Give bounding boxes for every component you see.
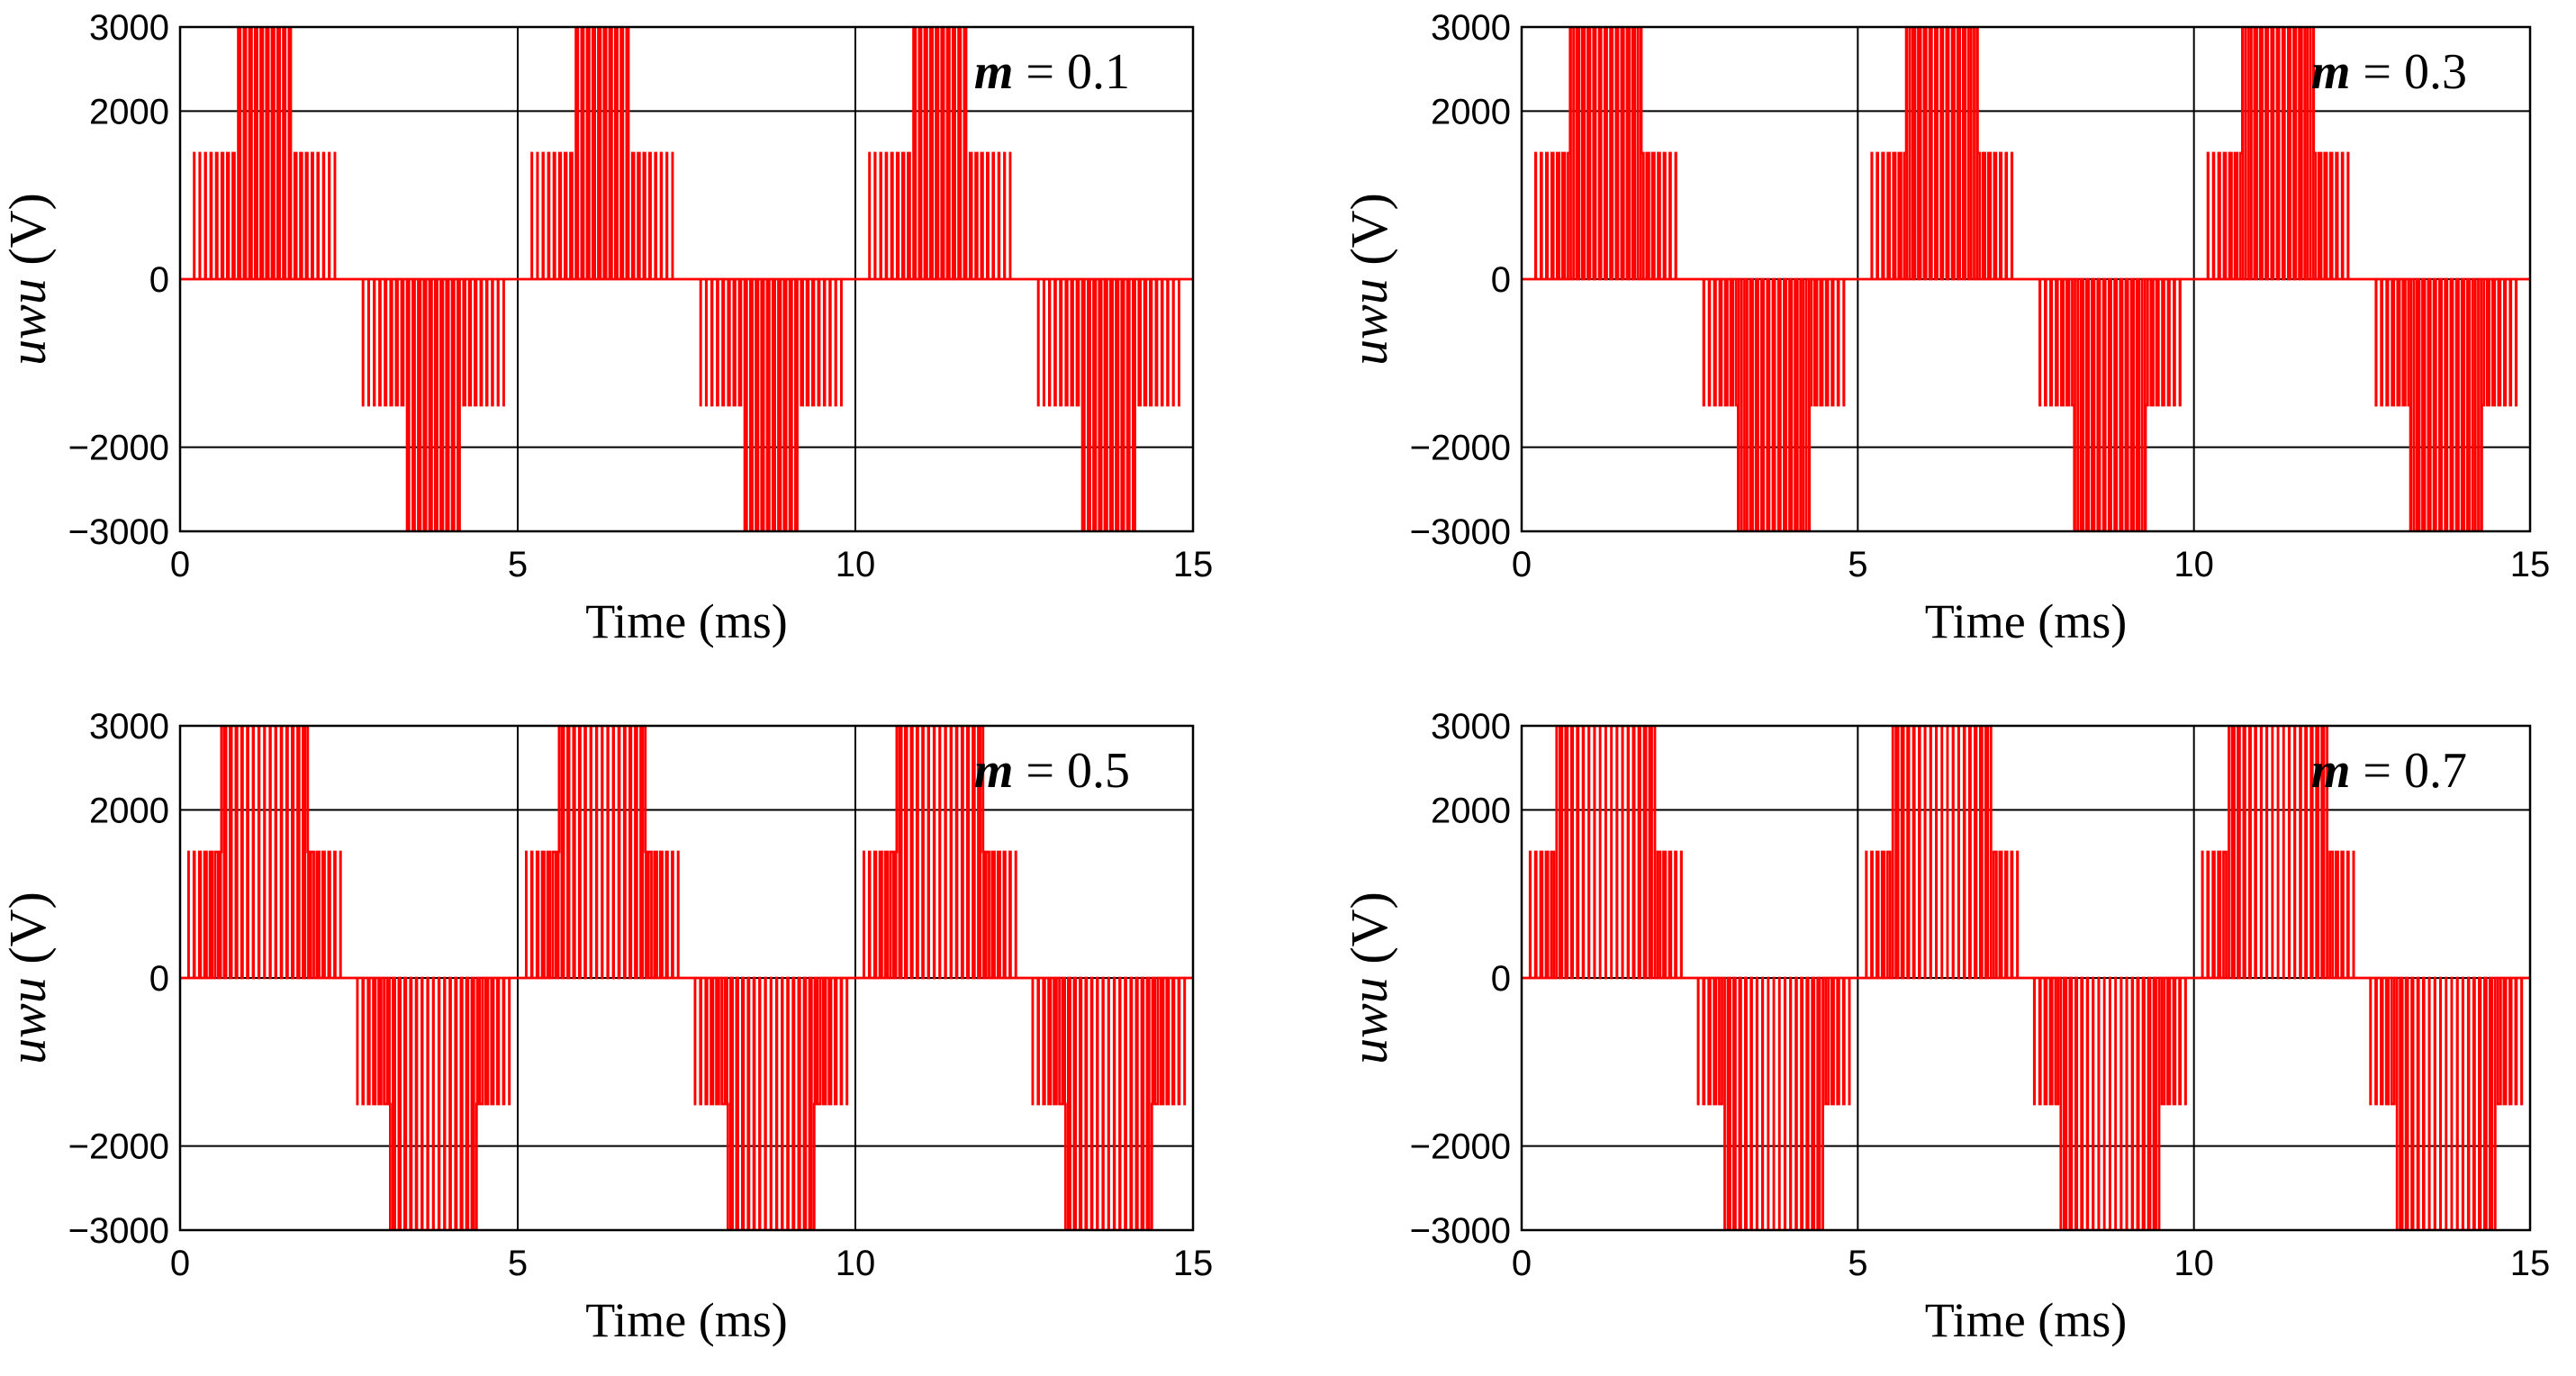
x-tick-label: 0	[1512, 1244, 1532, 1283]
y-axis-unit: (V)	[0, 892, 57, 977]
y-axis-subscript: wu	[1340, 977, 1398, 1038]
x-tick-label: 15	[1173, 1244, 1214, 1283]
y-tick-label: −3000	[1410, 512, 1511, 552]
modulation-index-annotation: m = 0.3	[2311, 44, 2467, 100]
modulation-index-annotation: m = 0.7	[2311, 743, 2467, 799]
y-axis-unit: (V)	[1340, 892, 1398, 977]
x-tick-label: 0	[170, 545, 190, 584]
x-tick-label: 5	[1848, 1244, 1867, 1283]
y-axis-subscript: wu	[1340, 278, 1398, 339]
y-tick-label: 0	[149, 959, 169, 999]
y-axis-symbol: u	[0, 339, 57, 366]
x-axis-title: Time (ms)	[1925, 594, 2128, 648]
modulation-index-annotation: m = 0.5	[974, 743, 1130, 799]
annotation-value: = 0.5	[1013, 743, 1130, 799]
y-tick-label: −2000	[68, 1127, 169, 1167]
y-tick-label: 2000	[1431, 791, 1511, 830]
series-line-uwu	[1522, 27, 2530, 531]
annotation-value: = 0.1	[1013, 44, 1130, 100]
chart-panel-top-left: −3000 −2000 0 2000 3000 0 5 10 15 Time (ms) uwu (V…	[0, 8, 1213, 648]
plot-frame	[1520, 25, 2532, 533]
annotation-value: = 0.7	[2350, 743, 2467, 799]
y-tick-label: 0	[1491, 260, 1511, 300]
x-tick-label: 5	[508, 1244, 528, 1283]
annotation-symbol: m	[974, 743, 1014, 799]
x-tick-label: 10	[836, 545, 876, 584]
chart-panel-bottom-left: −3000 −2000 0 2000 3000 0 5 10 15 Time (ms) uwu (V…	[0, 707, 1213, 1347]
y-axis-symbol: u	[1340, 339, 1398, 366]
y-tick-label: 2000	[89, 791, 169, 830]
x-axis-title: Time (ms)	[585, 1293, 788, 1347]
series-line-uwu	[1522, 726, 2530, 1230]
chart-panel-bottom-right: −3000 −2000 0 2000 3000 0 5 10 15 Time (ms) uwu (V…	[1340, 707, 2550, 1347]
x-axis-title: Time (ms)	[585, 594, 788, 648]
x-tick-label: 5	[1848, 545, 1867, 584]
y-tick-label: −3000	[68, 1211, 169, 1251]
x-tick-label: 10	[2174, 1244, 2214, 1283]
series-line-uwu	[180, 726, 1193, 1230]
y-tick-label: 0	[1491, 959, 1511, 999]
x-tick-label: 10	[2174, 545, 2214, 584]
y-tick-label: −2000	[1410, 429, 1511, 468]
y-axis-title: uwu (V)	[0, 193, 57, 366]
y-axis-unit: (V)	[1340, 193, 1398, 278]
y-tick-label: 3000	[89, 707, 169, 747]
x-tick-label: 5	[508, 545, 528, 584]
x-tick-label: 0	[170, 1244, 190, 1283]
y-axis-title: uwu (V)	[1340, 193, 1398, 366]
y-tick-label: 0	[149, 260, 169, 300]
annotation-symbol: m	[2311, 743, 2351, 799]
x-tick-label: 10	[836, 1244, 876, 1283]
annotation-symbol: m	[2311, 44, 2351, 100]
y-axis-symbol: u	[1340, 1038, 1398, 1064]
y-tick-label: −3000	[1410, 1211, 1511, 1251]
modulation-index-annotation: m = 0.1	[974, 44, 1130, 100]
plot-frame	[1520, 724, 2532, 1232]
y-axis-unit: (V)	[0, 193, 57, 278]
y-tick-label: 2000	[1431, 92, 1511, 131]
y-tick-label: 3000	[89, 8, 169, 48]
annotation-value: = 0.3	[2350, 44, 2467, 100]
y-axis-title: uwu (V)	[0, 892, 57, 1064]
series-line-uwu	[180, 27, 1193, 531]
annotation-symbol: m	[974, 44, 1014, 100]
y-tick-label: −2000	[68, 429, 169, 468]
plot-frame	[178, 25, 1195, 533]
y-axis-symbol: u	[0, 1038, 57, 1064]
y-tick-label: 3000	[1431, 8, 1511, 48]
y-tick-label: 2000	[89, 92, 169, 131]
x-tick-label: 15	[1173, 545, 1214, 584]
x-tick-label: 15	[2510, 1244, 2551, 1283]
y-axis-subscript: wu	[0, 278, 57, 339]
y-tick-label: 3000	[1431, 707, 1511, 747]
chart-panel-top-right: −3000 −2000 0 2000 3000 0 5 10 15 Time (ms) uwu (V…	[1340, 8, 2550, 648]
plot-frame	[178, 724, 1195, 1232]
y-axis-title: uwu (V)	[1340, 892, 1398, 1064]
y-tick-label: −2000	[1410, 1127, 1511, 1167]
x-axis-title: Time (ms)	[1925, 1293, 2128, 1347]
y-tick-label: −3000	[68, 512, 169, 552]
x-tick-label: 15	[2510, 545, 2551, 584]
y-axis-subscript: wu	[0, 977, 57, 1038]
x-tick-label: 0	[1512, 545, 1532, 584]
